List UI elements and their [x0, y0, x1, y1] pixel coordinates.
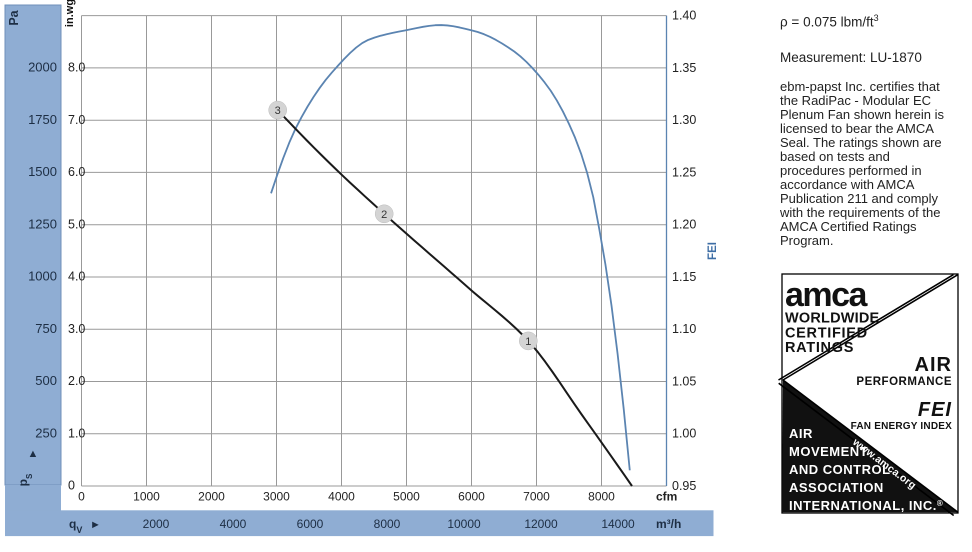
svg-text:FEI: FEI: [707, 242, 719, 260]
svg-text:4000: 4000: [220, 517, 247, 531]
svg-text:Pa: Pa: [7, 9, 21, 25]
svg-text:8.0: 8.0: [68, 61, 85, 75]
svg-text:7000: 7000: [523, 490, 550, 504]
svg-text:3: 3: [275, 105, 281, 117]
svg-text:3.0: 3.0: [68, 322, 85, 336]
svg-text:1.05: 1.05: [672, 374, 696, 388]
svg-text:1.30: 1.30: [672, 113, 696, 127]
svg-text:2000: 2000: [198, 490, 225, 504]
svg-text:amca: amca: [785, 276, 869, 314]
svg-text:WORLDWIDE: WORLDWIDE: [785, 311, 880, 327]
svg-text:0: 0: [78, 490, 85, 504]
svg-text:4.0: 4.0: [68, 270, 85, 284]
svg-text:2000: 2000: [143, 517, 170, 531]
svg-text:PERFORMANCE: PERFORMANCE: [856, 376, 952, 388]
svg-text:750: 750: [35, 321, 57, 336]
svg-text:1.00: 1.00: [672, 427, 696, 441]
svg-text:1000: 1000: [133, 490, 160, 504]
svg-text:7.0: 7.0: [68, 113, 85, 127]
svg-text:m³/h: m³/h: [656, 517, 681, 531]
svg-text:10000: 10000: [447, 517, 481, 531]
svg-text:1750: 1750: [28, 112, 57, 127]
svg-text:5000: 5000: [393, 490, 420, 504]
svg-text:14000: 14000: [601, 517, 635, 531]
svg-text:500: 500: [35, 373, 57, 388]
svg-text:1250: 1250: [28, 216, 57, 231]
svg-text:2: 2: [381, 209, 387, 221]
svg-text:▲: ▲: [28, 448, 39, 460]
svg-text:in.wg: in.wg: [64, 0, 76, 27]
svg-text:250: 250: [35, 425, 57, 440]
svg-text:AIR: AIR: [915, 354, 952, 376]
svg-text:1.25: 1.25: [672, 165, 696, 179]
svg-text:cfm: cfm: [656, 490, 677, 504]
svg-text:8000: 8000: [588, 490, 615, 504]
svg-text:FAN ENERGY INDEX: FAN ENERGY INDEX: [851, 421, 952, 432]
svg-text:INTERNATIONAL, INC.®: INTERNATIONAL, INC.®: [789, 498, 943, 513]
svg-text:4000: 4000: [328, 490, 355, 504]
svg-text:6.0: 6.0: [68, 165, 85, 179]
svg-text:ASSOCIATION: ASSOCIATION: [789, 480, 884, 495]
svg-text:1500: 1500: [28, 164, 57, 179]
svg-text:1.0: 1.0: [68, 426, 85, 440]
svg-text:1.40: 1.40: [672, 9, 696, 23]
svg-text:FEI: FEI: [918, 399, 952, 421]
svg-text:1: 1: [525, 336, 531, 348]
svg-text:6000: 6000: [458, 490, 485, 504]
svg-text:►: ►: [90, 519, 101, 531]
svg-text:5.0: 5.0: [68, 217, 85, 231]
svg-text:RATINGS: RATINGS: [785, 340, 854, 356]
svg-text:6000: 6000: [297, 517, 324, 531]
svg-text:1.20: 1.20: [672, 218, 696, 232]
svg-text:12000: 12000: [524, 517, 558, 531]
svg-text:2.0: 2.0: [68, 374, 85, 388]
svg-text:AIR: AIR: [789, 426, 813, 441]
svg-text:1000: 1000: [28, 269, 57, 284]
svg-text:1.35: 1.35: [672, 61, 696, 75]
svg-text:1.15: 1.15: [672, 270, 696, 284]
svg-text:1.10: 1.10: [672, 322, 696, 336]
svg-text:0: 0: [68, 479, 75, 493]
svg-text:8000: 8000: [374, 517, 401, 531]
svg-text:2000: 2000: [28, 60, 57, 75]
svg-text:3000: 3000: [263, 490, 290, 504]
